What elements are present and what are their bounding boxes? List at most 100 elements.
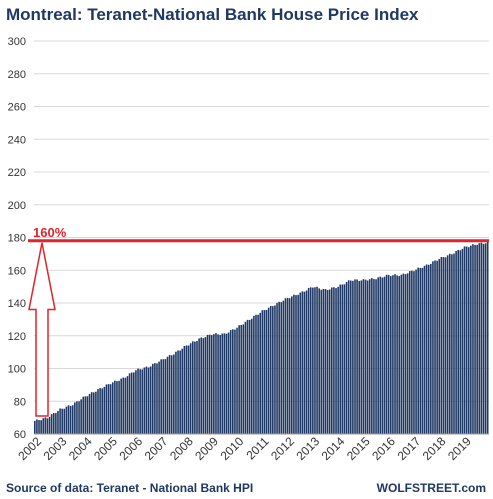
bar <box>44 417 47 434</box>
bar <box>202 338 205 434</box>
bar <box>126 376 129 434</box>
bar <box>467 247 470 434</box>
bar <box>82 396 85 434</box>
bar <box>278 301 280 434</box>
bar <box>312 287 314 434</box>
bar <box>366 280 369 434</box>
bar <box>114 380 116 434</box>
bar <box>347 280 350 434</box>
bar <box>307 287 310 434</box>
bar <box>223 333 226 434</box>
bar <box>476 244 478 434</box>
bar <box>111 382 114 434</box>
bar <box>69 405 72 434</box>
bar <box>105 384 108 434</box>
bar <box>328 289 331 434</box>
bar <box>387 274 390 434</box>
bar <box>406 273 409 434</box>
y-tick-label: 120 <box>8 331 26 343</box>
annotation-layer: 160% <box>28 225 489 417</box>
bar <box>63 408 66 434</box>
bar <box>392 275 394 434</box>
bar <box>478 243 481 434</box>
bar <box>453 253 455 434</box>
bar <box>484 243 487 434</box>
bar <box>276 302 278 434</box>
y-tick-label: 280 <box>8 69 26 81</box>
bar <box>160 359 162 434</box>
x-tick-label: 2006 <box>116 434 145 463</box>
bar <box>381 277 384 434</box>
up-arrow-icon <box>28 242 56 417</box>
bar <box>455 251 457 434</box>
bar <box>463 246 466 434</box>
bar <box>116 381 118 434</box>
source-note: Source of data: Teranet - National Bank … <box>6 481 253 495</box>
bar <box>265 309 268 434</box>
bar <box>339 284 342 434</box>
x-tick-label: 2008 <box>167 434 196 463</box>
bar <box>118 380 120 434</box>
bar <box>86 396 89 434</box>
bar <box>436 260 438 434</box>
y-tick-label: 180 <box>8 233 26 245</box>
bar <box>130 372 133 434</box>
bar <box>354 279 356 434</box>
bar <box>135 370 137 434</box>
chart-title: Montreal: Teranet-National Bank House Pr… <box>6 5 419 24</box>
bar <box>189 343 192 434</box>
bar <box>396 275 398 434</box>
bar <box>402 273 405 434</box>
bar <box>267 307 270 434</box>
bar <box>404 274 407 434</box>
bar <box>356 279 358 434</box>
x-tick-label: 2010 <box>218 434 247 463</box>
bar <box>34 420 36 434</box>
bar <box>314 287 316 434</box>
bar <box>451 254 453 434</box>
bar <box>425 264 428 434</box>
bar <box>55 413 57 434</box>
y-tick-label: 160 <box>8 265 26 277</box>
bar <box>474 244 476 434</box>
bar <box>375 279 377 434</box>
bar <box>206 334 209 434</box>
bar <box>156 363 158 434</box>
bar <box>390 276 392 434</box>
bar <box>297 294 299 434</box>
bar <box>335 288 337 434</box>
bar <box>263 310 266 434</box>
bar <box>59 408 61 434</box>
bar <box>128 373 131 434</box>
bar <box>448 253 451 434</box>
bar <box>164 359 167 434</box>
bar <box>143 367 146 434</box>
bar <box>373 279 375 434</box>
bar <box>173 354 175 434</box>
bar <box>301 291 304 434</box>
bar <box>415 269 417 434</box>
bar <box>274 305 276 434</box>
bar <box>324 289 327 434</box>
y-tick-label: 200 <box>8 200 26 212</box>
bar <box>124 377 127 434</box>
bar <box>442 257 445 434</box>
bar <box>299 292 302 434</box>
bar <box>213 334 215 434</box>
bar <box>413 271 415 434</box>
bar <box>170 355 173 434</box>
bar <box>234 329 236 434</box>
bar <box>417 267 419 434</box>
bar <box>427 264 430 434</box>
x-tick-label: 2018 <box>420 434 449 463</box>
bar <box>345 281 348 434</box>
bar <box>204 337 207 434</box>
bar <box>250 318 253 434</box>
bar <box>472 244 474 434</box>
x-tick-label: 2014 <box>319 434 348 463</box>
bar <box>326 289 329 434</box>
bar <box>421 267 424 434</box>
bar <box>444 257 447 434</box>
bar <box>272 306 274 434</box>
bar <box>42 418 45 434</box>
